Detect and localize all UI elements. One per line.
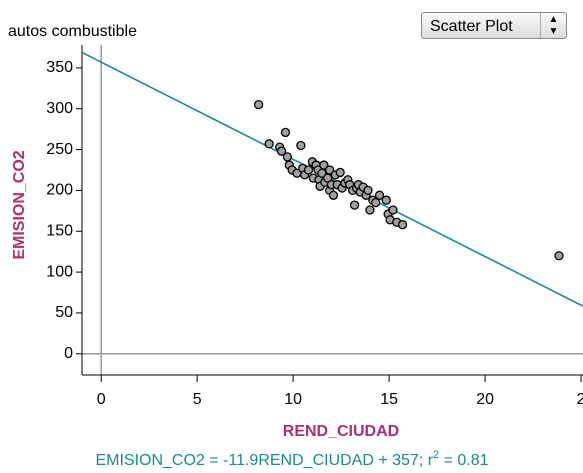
point [264, 139, 274, 149]
x-tick-label: 5 [193, 391, 202, 408]
equation: EMISION_CO2 = -11.9REND_CIUDAD + 357; r2… [95, 449, 488, 469]
point [374, 190, 385, 200]
y-tick-label: 100 [46, 263, 73, 280]
fit-line [81, 51, 583, 307]
x-tick-label: 10 [284, 391, 302, 408]
chart-title: autos combustible [8, 23, 137, 40]
x-tick-label: 0 [97, 391, 106, 408]
point [388, 205, 398, 215]
equation-tail: = 0.81 [439, 452, 488, 469]
point [328, 190, 339, 200]
point [349, 200, 360, 210]
y-tick-label: 50 [55, 304, 73, 321]
point [554, 251, 564, 261]
equation-text: EMISION_CO2 = -11.9REND_CIUDAD + 357; r [95, 452, 433, 469]
y-tick-label: 150 [46, 222, 73, 239]
point [282, 152, 293, 162]
point [276, 146, 287, 156]
point [365, 205, 375, 215]
plot-type-menu[interactable]: Scatter Plot ▲ ▼ [421, 12, 567, 39]
x-tick-label: 2 [577, 391, 583, 408]
point [319, 160, 329, 170]
point [253, 99, 264, 110]
y-tick-label: 350 [46, 59, 73, 76]
equation-sup: 2 [433, 449, 439, 461]
point [397, 220, 408, 230]
x-tick-label: 20 [476, 391, 494, 408]
y-tick-label: 0 [64, 345, 73, 362]
point [303, 165, 314, 175]
y-axis-label: EMISION_CO2 [11, 150, 28, 259]
menu-arrow: ▲ ▼ [540, 13, 566, 38]
menu-label: Scatter Plot [430, 18, 513, 35]
point [280, 127, 291, 138]
point [335, 167, 345, 178]
point [381, 195, 391, 205]
y-tick-label: 200 [46, 182, 73, 199]
y-tick-label: 300 [46, 100, 73, 117]
y-tick-label: 250 [46, 141, 73, 158]
point [363, 185, 373, 196]
x-tick-label: 15 [380, 391, 398, 408]
point [371, 197, 381, 208]
point [324, 165, 335, 175]
point [296, 140, 306, 151]
x-axis-label: REND_CIUDAD [283, 423, 399, 440]
